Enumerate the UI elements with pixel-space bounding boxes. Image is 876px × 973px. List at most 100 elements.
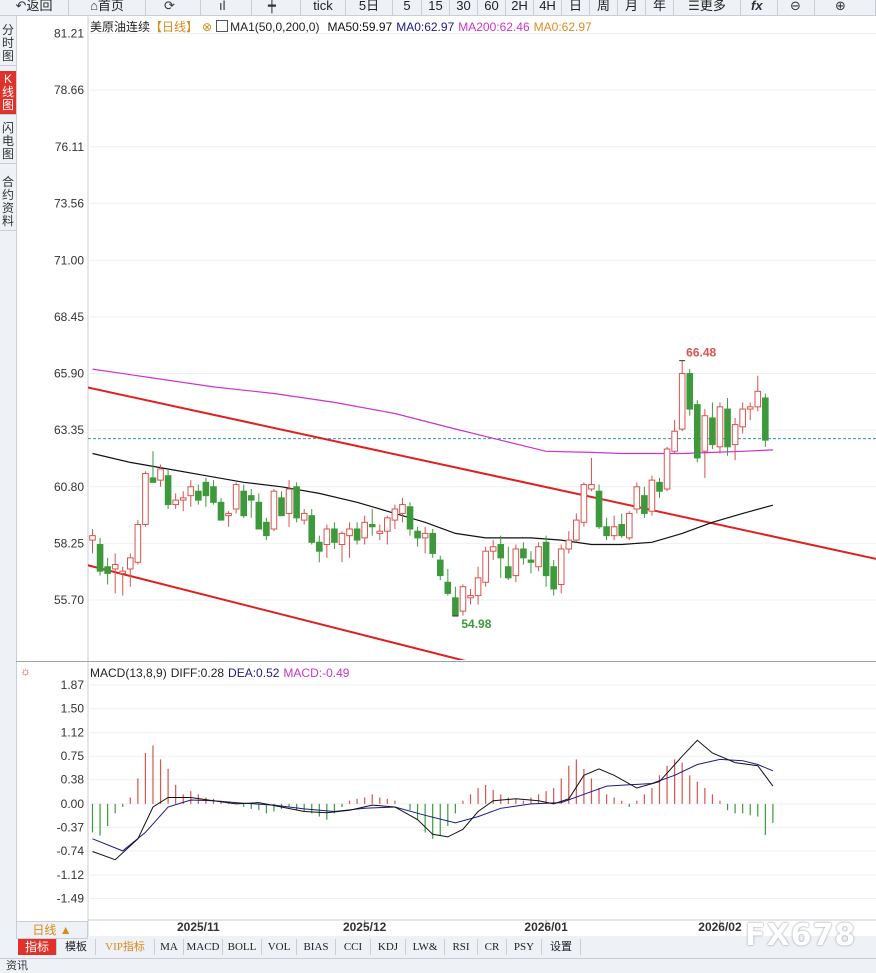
candle-up: [716, 406, 724, 448]
macd-diff: DIFF:0.28: [170, 666, 225, 680]
candle-up: [300, 512, 308, 521]
candle-down: [217, 501, 225, 521]
ma-legend-label: MA1(50,0,200,0): [216, 20, 323, 34]
ma50-value: MA50:59.97: [327, 20, 393, 34]
tab-timeshare[interactable]: 分时图: [0, 22, 16, 66]
macd-tick-label: 0.00: [61, 797, 85, 811]
period-30min[interactable]: 30: [450, 0, 478, 15]
candle-down: [240, 490, 247, 517]
price-tick-label: 65.90: [54, 367, 84, 381]
candle-down: [195, 490, 202, 501]
candle-down: [542, 541, 550, 577]
tab-ma[interactable]: MA: [155, 939, 184, 955]
candle-down: [724, 408, 731, 448]
candle-down: [520, 548, 527, 559]
tab-flash[interactable]: 闪电图: [0, 120, 16, 164]
period-60min[interactable]: 60: [478, 0, 506, 15]
macd-settings-icon[interactable]: ☼: [20, 664, 31, 678]
left-sidebar: 分时图 K线图 闪电图 合约资料: [0, 16, 17, 960]
tab-bias[interactable]: BIAS: [297, 939, 336, 955]
settings-icon[interactable]: ⊗: [202, 20, 213, 34]
period-2h[interactable]: 2H: [506, 0, 534, 15]
candle-up: [232, 484, 240, 510]
price-tick-label: 81.21: [54, 27, 84, 41]
macd-dea: DEA:0.52: [228, 666, 280, 680]
candle-up: [142, 472, 149, 526]
ma50-line: [92, 452, 774, 546]
tab-settings[interactable]: 设置: [542, 939, 581, 955]
tab-contract-info[interactable]: 合约资料: [0, 174, 16, 231]
macd-tick-label: 1.12: [61, 726, 85, 740]
price-grid: [16, 16, 876, 936]
period-4h[interactable]: 4H: [534, 0, 562, 15]
candle-up: [399, 504, 406, 514]
candle-down: [353, 528, 361, 541]
candle-down: [595, 490, 603, 528]
candle-up: [625, 512, 633, 539]
candle-up: [588, 484, 595, 490]
candle-down: [149, 477, 157, 483]
candle-down: [414, 530, 421, 539]
tab-macd[interactable]: MACD: [184, 939, 223, 955]
tab-kline[interactable]: K线图: [0, 71, 16, 115]
back-button[interactable]: ↶返回: [0, 0, 69, 15]
tab-boll[interactable]: BOLL: [223, 939, 262, 955]
status-bar: 资讯: [0, 958, 876, 973]
tab-cr[interactable]: CR: [478, 939, 507, 955]
candle-down: [709, 417, 716, 446]
candles-icon: ┿: [268, 0, 276, 13]
candle-down: [641, 495, 648, 514]
macd-tick-label: 0.38: [61, 773, 85, 787]
tab-kdj[interactable]: KDJ: [371, 939, 406, 955]
tab-rsi[interactable]: RSI: [445, 939, 478, 955]
period-15min[interactable]: 15: [422, 0, 450, 15]
candle-down: [202, 481, 210, 497]
period-5day[interactable]: 5日: [346, 0, 393, 15]
candle-up: [739, 408, 746, 428]
candle-down: [436, 559, 444, 577]
candle-down: [497, 544, 505, 559]
news-link[interactable]: 资讯: [6, 960, 28, 972]
candle-up: [467, 595, 474, 599]
tab-vol[interactable]: VOL: [262, 939, 297, 955]
kline-button[interactable]: ıl: [201, 0, 252, 15]
period-month[interactable]: 月: [618, 0, 646, 15]
period-day[interactable]: 日: [562, 0, 590, 15]
chart-icon: [216, 20, 229, 32]
tab-template[interactable]: 模板: [57, 939, 96, 955]
period-week[interactable]: 周: [590, 0, 618, 15]
candle-up: [557, 548, 565, 585]
candle-down: [104, 566, 111, 574]
tab-cci[interactable]: CCI: [336, 939, 371, 955]
period-selector[interactable]: 日线 ▲: [16, 921, 88, 939]
refresh-button[interactable]: ⟳: [146, 0, 201, 15]
tab-vip-indicator[interactable]: VIP指标: [96, 939, 155, 955]
price-tick-label: 73.56: [54, 196, 84, 210]
candle-up: [701, 415, 709, 452]
candles-button[interactable]: ┿: [252, 0, 301, 15]
zoom-out-button[interactable]: ⊖: [778, 0, 815, 15]
caret-up-icon: ▲: [59, 923, 72, 937]
price-annotations: 66.48 54.98: [452, 346, 717, 631]
macd-tick-label: -1.12: [57, 868, 85, 882]
candle-up: [111, 564, 119, 570]
tab-psy[interactable]: PSY: [507, 939, 542, 955]
x-tick-label: 2025/12: [343, 920, 387, 934]
top-toolbar: ↶返回 ⌂首页 ⟳ ıl ┿ tick 5日 5 15 30 60 2H 4H …: [0, 0, 876, 16]
price-legend: 美原油连续【日线】 ⊗ MA1(50,0,200,0) MA50:59.97 MA0:6…: [90, 19, 596, 35]
tab-lw[interactable]: LW&: [406, 939, 445, 955]
home-button[interactable]: ⌂首页: [69, 0, 146, 15]
candle-up: [489, 546, 497, 552]
chart-canvas[interactable]: 81.21 78.66 76.11 73.56 71.00 68.45 65.90 63.35…: [0, 0, 876, 936]
tick-button[interactable]: tick: [301, 0, 346, 15]
candle-down: [210, 486, 217, 503]
period-year[interactable]: 年: [646, 0, 674, 15]
candle-up: [323, 528, 331, 546]
macd-tick-label: -0.74: [57, 844, 85, 858]
formula-button[interactable]: fx: [741, 0, 778, 15]
price-tick-label: 58.25: [54, 536, 84, 550]
period-5min[interactable]: 5: [393, 0, 422, 15]
more-button[interactable]: ☰更多: [674, 0, 741, 15]
kline-icon: ıl: [219, 0, 226, 13]
tab-indicator[interactable]: 指标: [18, 939, 57, 955]
